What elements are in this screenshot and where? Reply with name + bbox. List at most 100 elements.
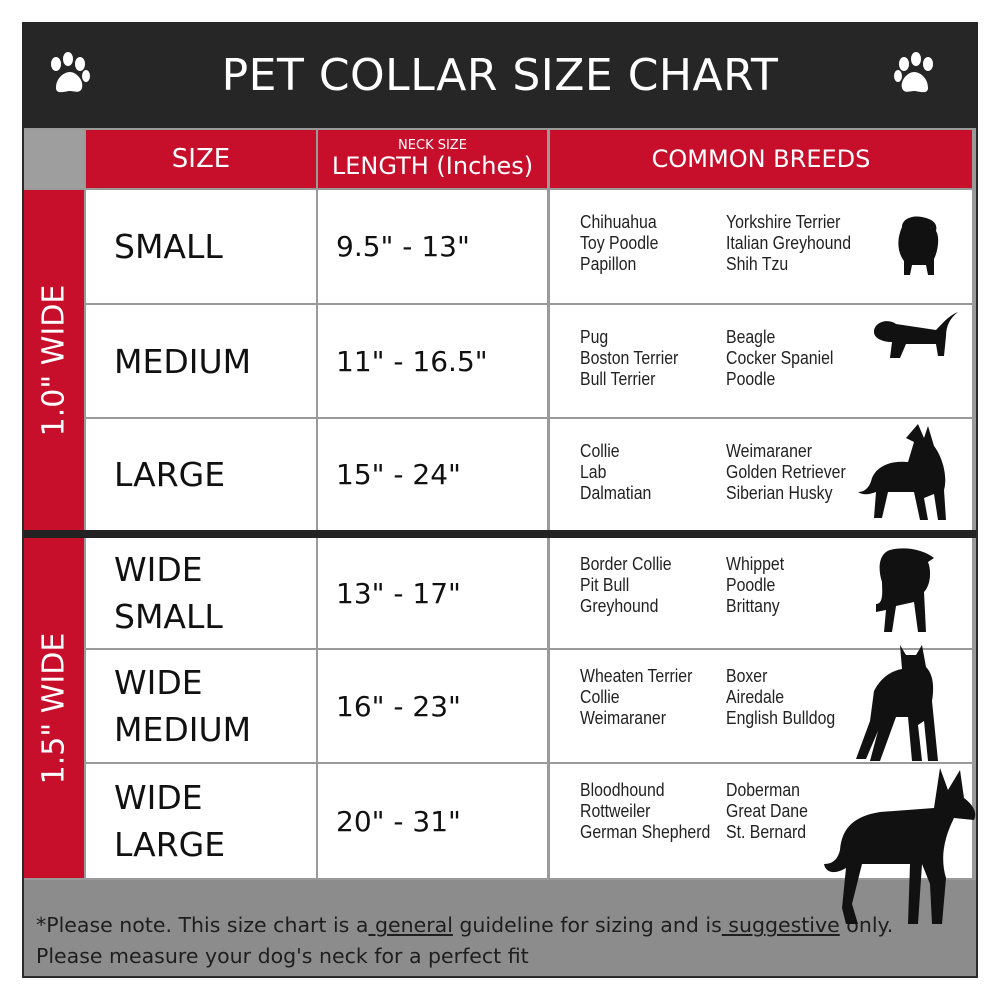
header-size: SIZE — [86, 130, 316, 188]
length-value: 11" - 16.5" — [336, 344, 488, 378]
size-cell: SMALL — [86, 190, 316, 303]
footer-note: *Please note. This size chart is a gener… — [24, 880, 976, 976]
breed-name: Poodle — [726, 575, 776, 595]
group-label: 1.0" WIDE — [36, 284, 72, 436]
breed-column: Collie Lab Dalmatian — [580, 441, 651, 504]
breed-name: Bull Terrier — [580, 369, 656, 389]
pitbull-silhouette-icon — [856, 645, 938, 761]
length-cell: 16" - 23" — [318, 650, 547, 762]
breed-column: Doberman Great Dane St. Bernard — [726, 780, 808, 843]
breed-name: Collie — [580, 687, 620, 707]
length-value: 20" - 31" — [336, 804, 461, 838]
paw-icon — [51, 52, 90, 93]
breed-name: Great Dane — [726, 801, 808, 821]
size-label: LARGE — [114, 455, 226, 494]
header-corner — [24, 130, 84, 188]
breed-name: Weimaraner — [726, 441, 812, 461]
breed-name: Whippet — [726, 554, 785, 574]
size-label-2: SMALL — [114, 597, 223, 636]
small-dog-silhouette-icon — [898, 216, 939, 275]
breed-name: English Bulldog — [726, 708, 836, 728]
breed-name: Siberian Husky — [726, 483, 833, 503]
group-label: 1.5" WIDE — [36, 632, 72, 784]
breed-name: Bloodhound — [580, 780, 665, 800]
breed-column: Beagle Cocker Spaniel Poodle — [726, 327, 833, 390]
footer-line-1: *Please note. This size chart is a gener… — [36, 913, 894, 937]
footer-line-2: Please measure your dog's neck for a per… — [36, 944, 529, 968]
breed-name: Doberman — [726, 780, 800, 800]
length-cell: 13" - 17" — [318, 538, 547, 648]
length-value: 13" - 17" — [336, 576, 461, 610]
header-breeds: COMMON BREEDS — [550, 130, 972, 188]
chart-title: PET COLLAR SIZE CHART — [22, 22, 978, 128]
header-length-label: LENGTH (Inches) — [331, 151, 534, 180]
doberman-silhouette-icon — [824, 768, 976, 924]
length-value: 15" - 24" — [336, 458, 461, 491]
size-label: WIDE — [114, 550, 203, 589]
header-neck-size-label: NECK SIZE — [398, 137, 467, 153]
size-label: WIDE — [114, 663, 203, 702]
breed-column: Bloodhound Rottweiler German Shepherd — [580, 780, 710, 843]
breed-name: Airedale — [726, 687, 785, 707]
group-band-1-0-wide: 1.0" WIDE — [24, 190, 84, 530]
breed-name: Lab — [580, 462, 607, 482]
breed-name: Dalmatian — [580, 483, 652, 503]
length-cell: 11" - 16.5" — [318, 305, 547, 417]
paw-icon — [894, 52, 933, 93]
size-label-2: LARGE — [114, 825, 226, 864]
size-label-2: MEDIUM — [114, 710, 252, 749]
breed-column: Weimaraner Golden Retriever Siberian Husky — [726, 441, 846, 504]
breed-column: Whippet Poodle Brittany — [726, 554, 784, 617]
breed-column: Wheaten Terrier Collie Weimaraner — [580, 666, 692, 729]
header-length: NECK SIZE LENGTH (Inches) — [318, 130, 547, 188]
header-size-label: SIZE — [171, 144, 231, 174]
breed-name: Pit Bull — [580, 575, 630, 595]
breed-name: Brittany — [726, 596, 780, 616]
breed-name: Rottweiler — [580, 801, 651, 821]
length-value: 9.5" - 13" — [336, 230, 470, 263]
breed-name: Chihuahua — [580, 212, 657, 232]
breed-name: Shih Tzu — [726, 254, 789, 274]
size-cell: WIDE LARGE — [86, 764, 316, 878]
group-band-1-5-wide: 1.5" WIDE — [24, 538, 84, 878]
breed-column: Chihuahua Toy Poodle Papillon — [580, 212, 658, 275]
size-label: SMALL — [114, 227, 223, 266]
breed-name: Toy Poodle — [580, 233, 659, 253]
breed-name: Italian Greyhound — [726, 233, 852, 253]
breed-column: Boxer Airedale English Bulldog — [726, 666, 835, 729]
size-cell: LARGE — [86, 419, 316, 530]
size-label: MEDIUM — [114, 341, 252, 381]
breed-name: Wheaten Terrier — [580, 666, 693, 686]
breed-name: Boston Terrier — [580, 348, 679, 368]
breed-name: Cocker Spaniel — [726, 348, 834, 368]
length-cell: 9.5" - 13" — [318, 190, 547, 303]
large-dog-silhouette-icon — [858, 424, 946, 520]
size-cell: WIDE SMALL — [86, 538, 316, 648]
size-label: WIDE — [114, 778, 203, 817]
breed-name: German Shepherd — [580, 822, 711, 842]
breed-name: Pug — [580, 327, 609, 347]
size-cell: WIDE MEDIUM — [86, 650, 316, 762]
size-cell: MEDIUM — [86, 305, 316, 417]
breed-name: Greyhound — [580, 596, 659, 616]
breed-column: Border Collie Pit Bull Greyhound — [580, 554, 672, 617]
breed-name: Collie — [580, 441, 620, 461]
breeds-cell: Chihuahua Toy Poodle Papillon Yorkshire Ter… — [550, 190, 972, 303]
bulldog-silhouette-icon — [876, 548, 934, 632]
length-cell: 20" - 31" — [318, 764, 547, 878]
breeds-cell: Pug Boston Terrier Bull Terrier Beagle Cocke… — [550, 305, 972, 417]
breed-name: Yorkshire Terrier — [726, 212, 841, 232]
title-text: PET COLLAR SIZE CHART — [221, 49, 779, 101]
breed-name: Poodle — [726, 369, 776, 389]
breed-name: St. Bernard — [726, 822, 807, 842]
breed-column: Pug Boston Terrier Bull Terrier — [580, 327, 678, 390]
group-separator — [24, 530, 976, 538]
breed-name: Golden Retriever — [726, 462, 846, 482]
medium-dog-silhouette-icon — [874, 312, 958, 358]
breed-column: Yorkshire Terrier Italian Greyhound Shih T… — [726, 212, 851, 275]
header-breeds-label: COMMON BREEDS — [651, 145, 871, 173]
length-cell: 15" - 24" — [318, 419, 547, 530]
breed-name: Beagle — [726, 327, 776, 347]
breed-name: Border Collie — [580, 554, 672, 574]
breed-name: Weimaraner — [580, 708, 666, 728]
